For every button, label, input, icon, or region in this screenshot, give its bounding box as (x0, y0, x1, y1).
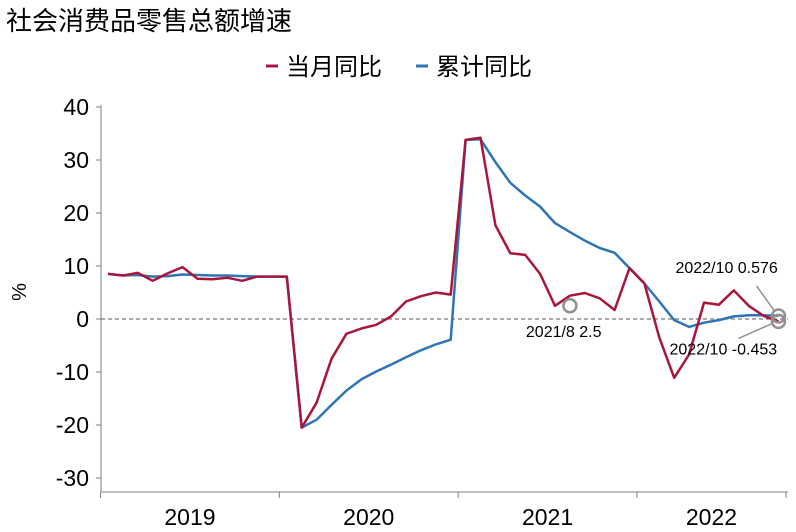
annotation-leader (738, 322, 773, 340)
y-tick-label: 10 (63, 253, 89, 279)
y-tick-label: -20 (56, 412, 89, 438)
y-tick-label: 0 (76, 306, 89, 332)
annotations: 2021/8 2.5 2022/10 0.576 2022/10 -0.453 (526, 260, 787, 358)
legend-label-monthly: 当月同比 (286, 53, 382, 81)
x-tick-label: 2021 (522, 504, 573, 530)
x-tick-label: 2022 (686, 504, 737, 530)
annotation-label: 2022/10 -0.453 (670, 341, 778, 358)
y-axis-label: % (9, 283, 31, 301)
legend: 当月同比 累计同比 (266, 53, 532, 81)
annotation-marker (770, 313, 787, 330)
annotation-label: 2022/10 0.576 (676, 260, 778, 277)
annotation-marker (770, 308, 787, 324)
legend-label-cumulative: 累计同比 (436, 53, 532, 81)
annotation-marker (562, 298, 578, 314)
y-tick-label: -10 (56, 359, 89, 385)
series-line-cumulative (107, 138, 779, 429)
x-tick-label: 2019 (164, 504, 215, 530)
x-tick-label: 2020 (343, 504, 394, 530)
chart-title: 社会消费品零售总额增速 (6, 7, 292, 37)
y-tick-label: 40 (63, 94, 89, 120)
y-tick-label: 20 (63, 200, 89, 226)
series-line-monthly (107, 136, 779, 429)
y-tick-label: 30 (63, 147, 89, 173)
plot-area (107, 136, 779, 429)
axes: 40 30 20 10 0 -10 -20 -30 2019 2020 2021 2022 (56, 94, 788, 530)
annotation-label: 2021/8 2.5 (526, 324, 602, 341)
y-tick-label: -30 (56, 465, 89, 491)
annotation-leader (755, 285, 776, 312)
